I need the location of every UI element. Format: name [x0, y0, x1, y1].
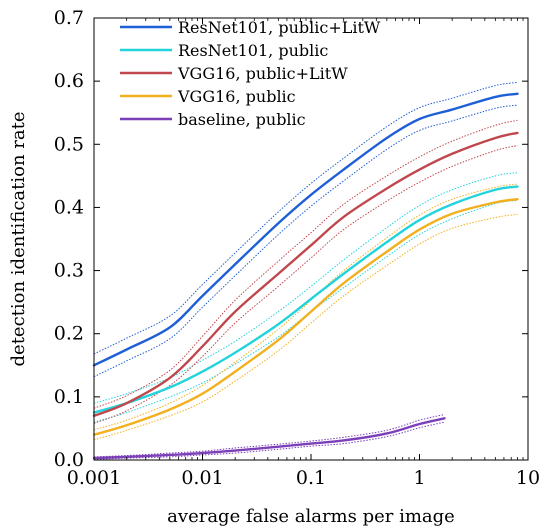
x-tick-label: 10: [516, 467, 540, 489]
series-0-lower-bound: [93, 104, 518, 378]
y-tick-label: 0.5: [54, 133, 84, 155]
series-3-line: [92, 198, 519, 436]
plot-area: [92, 81, 519, 460]
series-0-upper-bound: [93, 81, 518, 355]
y-tick-label: 0.3: [54, 260, 84, 282]
axis-ticks: 0.001 0.01 0.1 1 10 0.0 0.1 0.2 0.3 0.4 0.5 0.6 0.7: [54, 7, 540, 489]
series-2-line: [92, 131, 519, 417]
y-tick-label: 0.2: [54, 323, 84, 345]
series-0-line: [92, 92, 519, 367]
y-tick-label: 0.0: [54, 449, 84, 471]
x-tick-label: 0.01: [181, 467, 223, 489]
y-tick-label: 0.1: [54, 386, 84, 408]
series-3-lower-bound: [93, 213, 518, 441]
series-4-upper-bound: [93, 414, 445, 458]
series-2-upper-bound: [93, 119, 518, 409]
y-tick-label: 0.7: [54, 7, 84, 29]
series-1-lower-bound: [93, 199, 518, 423]
legend-label-1: ResNet101, public: [178, 41, 328, 60]
series-1-upper-bound: [93, 172, 518, 404]
plot-frame: [93, 17, 529, 461]
series-4-line: [92, 417, 446, 460]
legend-label-0: ResNet101, public+LitW: [178, 18, 381, 37]
legend: ResNet101, public+LitW ResNet101, public V…: [120, 18, 381, 129]
y-axis-label: detection identification rate: [8, 112, 29, 367]
x-axis-label: average false alarms per image: [167, 506, 455, 527]
series-1-line: [92, 185, 519, 414]
series-2-lower-bound: [93, 145, 518, 424]
series-4-lower-bound: [93, 421, 445, 460]
confidence-bands: [93, 81, 518, 460]
x-tick-label: 1: [413, 467, 425, 489]
x-tick-label: 0.1: [296, 467, 326, 489]
legend-label-2: VGG16, public+LitW: [177, 64, 348, 83]
series-lines: [92, 92, 519, 460]
x-tick-label: 0.001: [67, 467, 121, 489]
legend-label-4: baseline, public: [178, 110, 306, 129]
y-tick-label: 0.4: [54, 196, 84, 218]
y-tick-label: 0.6: [54, 70, 84, 92]
legend-label-3: VGG16, public: [177, 87, 296, 106]
